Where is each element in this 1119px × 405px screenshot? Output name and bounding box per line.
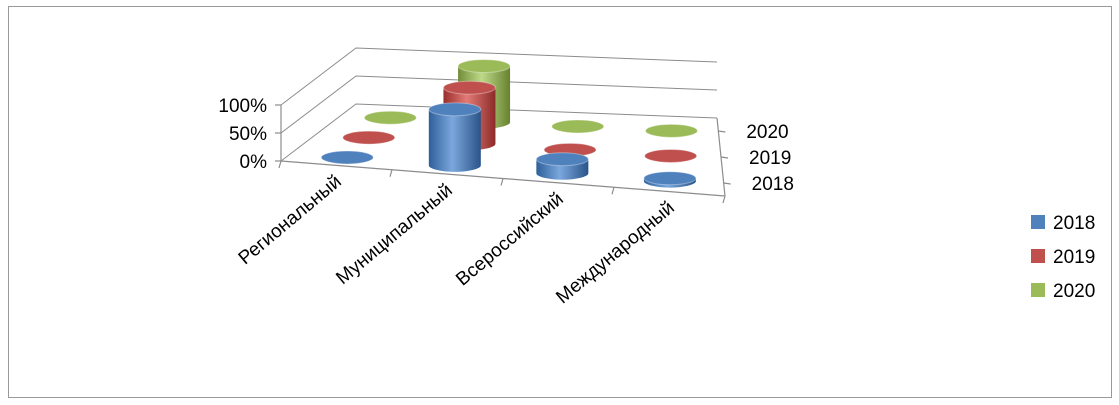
depth-tick — [718, 130, 726, 133]
chart-canvas: 0% 50% 100% РегиональныйМуниципальныйВсерос… — [218, 47, 1095, 308]
cylinder-top — [442, 80, 496, 95]
gridline — [280, 75, 718, 134]
cylinder-bar — [643, 171, 697, 188]
cylinder-bar — [644, 123, 698, 138]
legend-label: 2018 — [1053, 213, 1095, 234]
depth-tick — [723, 182, 731, 185]
y-tick-label: 0% — [240, 152, 268, 173]
legend-label: 2020 — [1053, 281, 1095, 302]
cylinder-body — [428, 109, 481, 172]
gridline — [280, 47, 718, 106]
cylinder-top — [457, 59, 511, 74]
cylinder-top — [363, 110, 417, 125]
cylinder-bar — [551, 119, 605, 134]
cylinder-bar — [535, 152, 589, 180]
cylinder-top — [551, 119, 605, 134]
category-label: Всероссийский — [452, 189, 567, 291]
cylinder-bar — [342, 130, 396, 145]
legend-label: 2019 — [1053, 247, 1095, 268]
x-tick — [722, 195, 726, 204]
chart-area: 0% 50% 100% Региональный Муниципальный Всерос… — [8, 6, 1112, 398]
depth-label: 2018 — [752, 174, 794, 195]
cylinder-top — [644, 123, 698, 138]
cylinder-top — [644, 148, 698, 163]
x-tick — [389, 169, 393, 177]
x-tick — [278, 160, 282, 169]
legend-swatch — [1031, 215, 1045, 229]
x-tick — [611, 187, 615, 195]
cylinder-bar — [428, 102, 482, 172]
category-label: Международный — [552, 197, 678, 308]
y-tick-label: 100% — [218, 96, 267, 117]
x-tick — [500, 178, 504, 186]
cylinder-top — [428, 102, 482, 117]
cylinder-top — [535, 152, 589, 167]
cylinder-bar — [644, 148, 698, 163]
cylinder-bar — [320, 150, 374, 165]
category-label: Региональный — [235, 171, 346, 269]
depth-tick — [720, 156, 729, 159]
gridline — [280, 103, 718, 162]
depth-label: 2019 — [749, 148, 791, 169]
legend-swatch — [1031, 249, 1045, 263]
depth-label: 2020 — [746, 122, 788, 143]
cylinder-top — [342, 130, 396, 145]
category-label: Муниципальный — [332, 180, 456, 289]
cylinder-top — [320, 150, 374, 165]
cylinder-bar — [363, 110, 417, 125]
legend-swatch — [1031, 283, 1045, 297]
y-tick-label: 50% — [229, 124, 267, 145]
cylinder-top — [643, 171, 697, 186]
